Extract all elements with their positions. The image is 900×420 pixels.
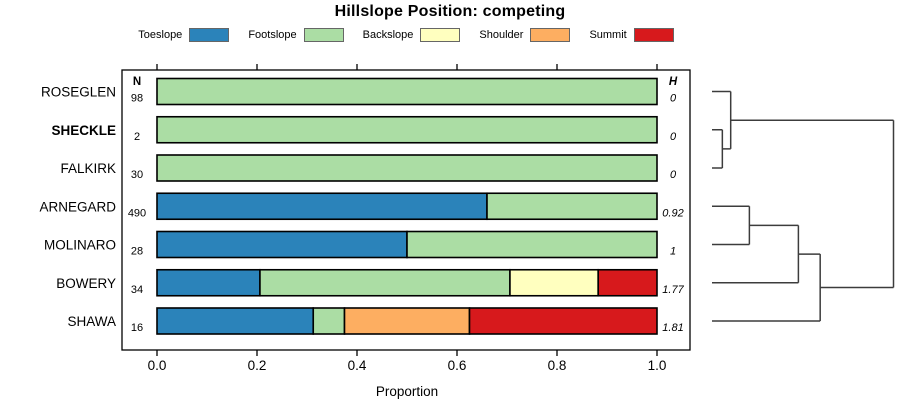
x-axis-title: Proportion	[376, 384, 438, 399]
bar-segment-footslope	[156, 77, 658, 106]
h-value: 0	[670, 93, 677, 105]
h-value: 0	[670, 131, 677, 143]
legend-label: Shoulder	[479, 29, 524, 41]
legend-swatch	[303, 28, 344, 42]
bar-segment-toeslope	[156, 268, 261, 297]
n-value: 28	[131, 246, 143, 258]
n-value: 16	[131, 322, 143, 334]
row-label: FALKIRK	[60, 161, 116, 176]
bar-segment-shoulder	[343, 307, 471, 335]
bar-segment-summit	[468, 307, 658, 335]
legend-item-toeslope: Toeslope	[138, 28, 230, 42]
h-value: 1	[670, 246, 676, 258]
legend-swatch	[530, 28, 571, 42]
legend-label: Toeslope	[138, 29, 183, 41]
h-column-header: H	[669, 76, 678, 88]
h-value: 1.77	[662, 284, 684, 296]
x-tick-label: 0.4	[348, 358, 367, 373]
bar-segment-toeslope	[156, 192, 488, 221]
chart-title: Hillslope Position: competing	[334, 3, 566, 20]
bar-segment-toeslope	[156, 307, 315, 335]
legend-item-footslope: Footslope	[248, 28, 344, 42]
legend-label: Summit	[589, 29, 627, 41]
legend-item-shoulder: Shoulder	[479, 28, 571, 42]
x-tick-label: 0.8	[548, 358, 567, 373]
n-value: 34	[131, 284, 143, 296]
legend-swatch	[189, 28, 230, 42]
legend-item-backslope: Backslope	[363, 28, 461, 42]
bar-segment-footslope	[156, 115, 658, 144]
n-value: 490	[128, 207, 146, 219]
bar-segment-footslope	[486, 192, 658, 221]
h-value: 1.81	[662, 322, 683, 334]
bar-segment-footslope	[259, 268, 511, 297]
row-label: SHECKLE	[51, 123, 116, 138]
h-value: 0	[670, 169, 677, 181]
bar-segment-footslope	[406, 230, 658, 259]
row-label: ROSEGLEN	[41, 85, 116, 100]
bar-segment-footslope	[156, 154, 658, 182]
legend-label: Footslope	[248, 29, 297, 41]
legend: Toeslope Footslope Backslope Shoulder Summit	[122, 27, 690, 43]
n-value: 30	[131, 169, 143, 181]
x-tick-label: 0.2	[248, 358, 267, 373]
legend-label: Backslope	[362, 29, 414, 41]
legend-swatch	[633, 28, 674, 42]
x-tick-label: 0.0	[148, 358, 167, 373]
row-label: ARNEGARD	[39, 199, 116, 214]
row-label: MOLINARO	[44, 238, 116, 253]
n-value: 98	[131, 93, 143, 105]
plot-box	[121, 69, 691, 351]
n-value: 2	[134, 131, 140, 143]
legend-swatch	[420, 28, 461, 42]
n-column-header: N	[133, 76, 141, 88]
row-label: SHAWA	[67, 314, 116, 329]
x-tick-label: 1.0	[648, 358, 667, 373]
h-value: 0.92	[662, 207, 683, 219]
x-tick-label: 0.6	[448, 358, 467, 373]
bar-segment-backslope	[509, 268, 600, 297]
bar-segment-summit	[597, 268, 658, 297]
row-label: BOWERY	[56, 276, 116, 291]
legend-item-summit: Summit	[589, 28, 674, 42]
bar-segment-footslope	[312, 307, 346, 335]
bar-segment-toeslope	[156, 230, 408, 259]
